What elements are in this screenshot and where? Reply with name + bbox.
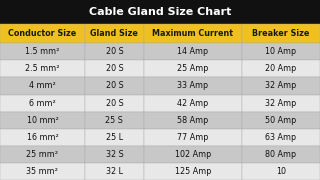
Text: 32 Amp: 32 Amp [265,81,296,90]
Bar [144,94,242,112]
Text: 10 Amp: 10 Amp [265,47,296,56]
Bar [144,112,242,129]
Bar [144,146,242,163]
Bar [242,163,320,180]
Bar [0,77,85,95]
Bar [0,112,85,129]
Text: 25 Amp: 25 Amp [177,64,209,73]
Text: 77 Amp: 77 Amp [177,133,209,142]
Text: 20 S: 20 S [106,81,123,90]
Text: 58 Amp: 58 Amp [177,116,208,125]
Bar [242,129,320,146]
Text: 14 Amp: 14 Amp [177,47,208,56]
Text: 33 Amp: 33 Amp [177,81,208,90]
Bar [85,146,144,163]
Text: Breaker Size: Breaker Size [252,29,309,38]
Bar [0,24,85,43]
Text: 35 mm²: 35 mm² [27,167,58,176]
Bar [242,94,320,112]
Bar [85,43,144,60]
Bar [242,77,320,95]
Text: 102 Amp: 102 Amp [175,150,211,159]
Text: 32 L: 32 L [106,167,123,176]
Bar [144,24,242,43]
Bar [0,129,85,146]
Bar [85,24,144,43]
Text: 20 S: 20 S [106,47,123,56]
Text: 63 Amp: 63 Amp [265,133,296,142]
Text: 125 Amp: 125 Amp [175,167,211,176]
Text: 1.5 mm²: 1.5 mm² [25,47,60,56]
Bar [85,77,144,95]
Text: 42 Amp: 42 Amp [177,99,208,107]
Text: 20 S: 20 S [106,64,123,73]
Text: 32 Amp: 32 Amp [265,99,296,107]
Bar [85,112,144,129]
Bar [85,94,144,112]
Bar [144,129,242,146]
Bar [144,60,242,77]
Bar [0,0,320,24]
Text: 10 mm²: 10 mm² [27,116,58,125]
Text: 6 mm²: 6 mm² [29,99,56,107]
Text: 25 L: 25 L [106,133,123,142]
Bar [85,60,144,77]
Text: 4 mm²: 4 mm² [29,81,56,90]
Bar [85,129,144,146]
Text: 32 S: 32 S [106,150,123,159]
Text: Maximum Current: Maximum Current [152,29,233,38]
Text: 25 S: 25 S [106,116,123,125]
Bar [242,60,320,77]
Bar [0,94,85,112]
Bar [0,43,85,60]
Bar [0,163,85,180]
Bar [242,112,320,129]
Text: 10: 10 [276,167,286,176]
Bar [85,163,144,180]
Text: 50 Amp: 50 Amp [265,116,296,125]
Text: 20 Amp: 20 Amp [265,64,296,73]
Text: 80 Amp: 80 Amp [265,150,296,159]
Bar [0,146,85,163]
Text: 20 S: 20 S [106,99,123,107]
Text: 2.5 mm²: 2.5 mm² [25,64,60,73]
Bar [242,24,320,43]
Bar [242,43,320,60]
Bar [0,60,85,77]
Bar [144,77,242,95]
Text: Cable Gland Size Chart: Cable Gland Size Chart [89,7,231,17]
Text: 16 mm²: 16 mm² [27,133,58,142]
Text: 25 mm²: 25 mm² [27,150,59,159]
Bar [144,163,242,180]
Text: Conductor Size: Conductor Size [8,29,76,38]
Text: Gland Size: Gland Size [91,29,138,38]
Bar [144,43,242,60]
Bar [242,146,320,163]
